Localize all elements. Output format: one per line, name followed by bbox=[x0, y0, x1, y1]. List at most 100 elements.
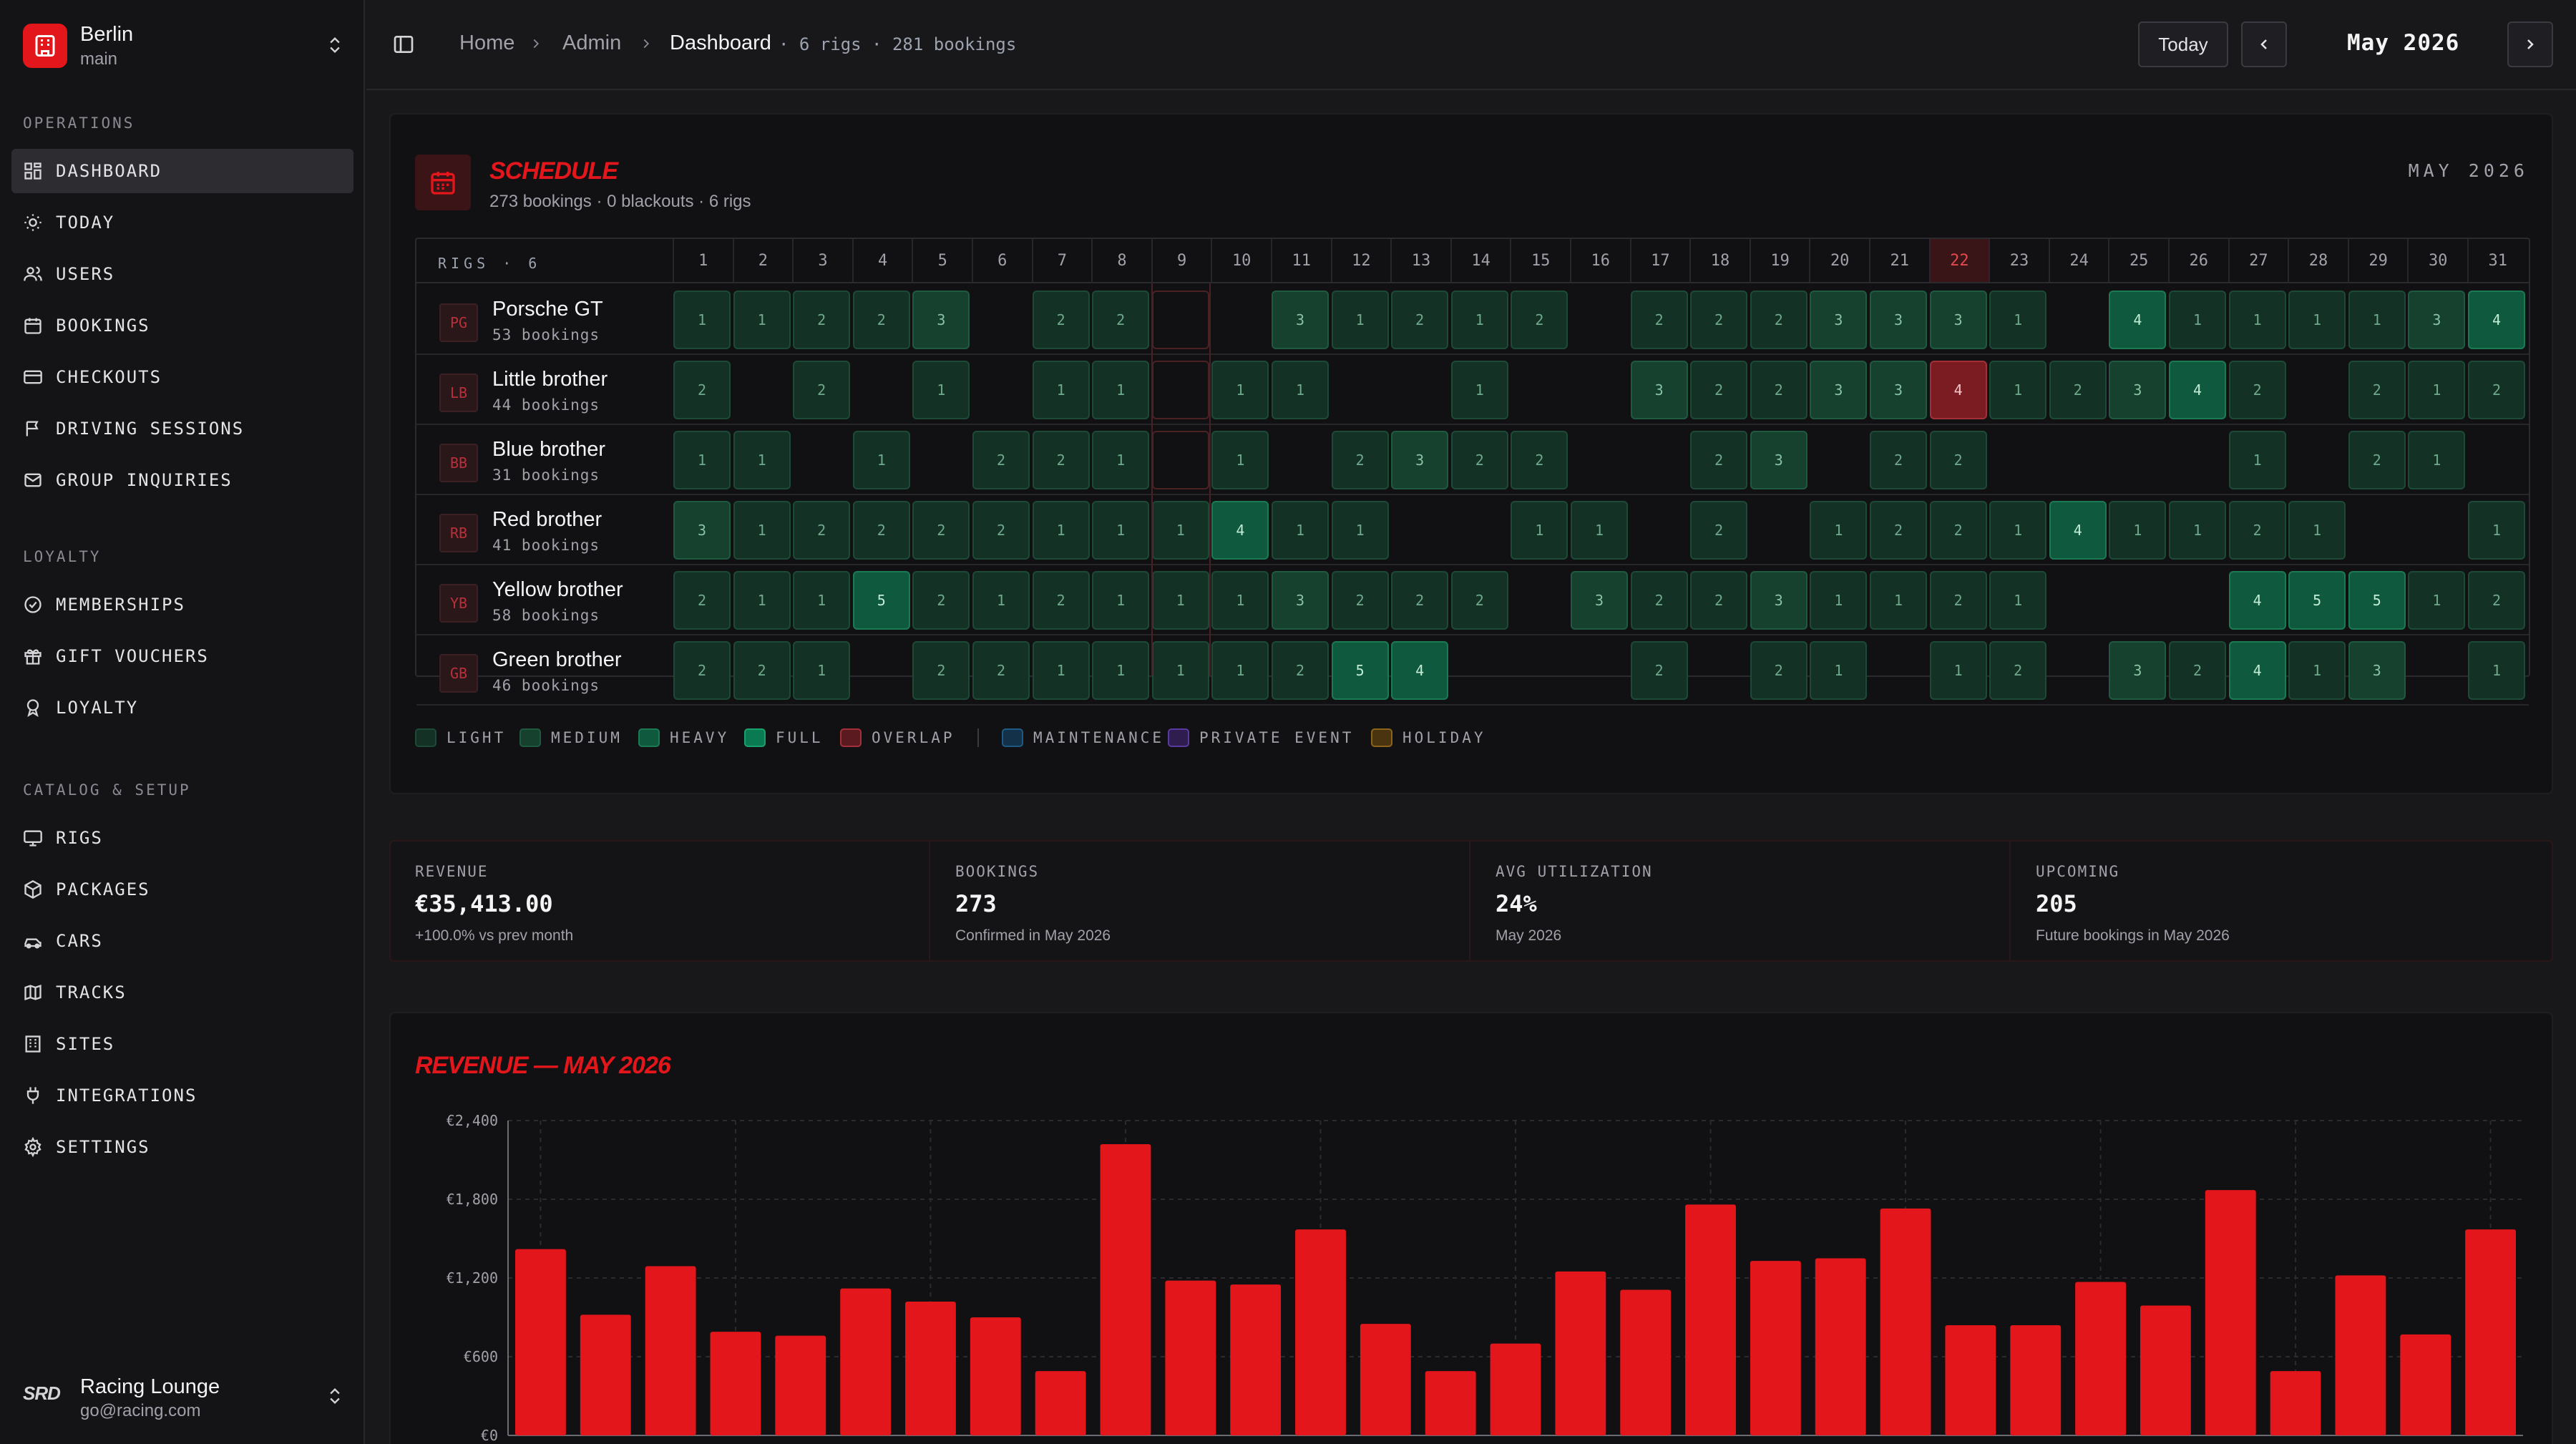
revenue-bar[interactable] bbox=[1425, 1371, 1476, 1435]
day-header[interactable]: 5 bbox=[912, 239, 972, 282]
schedule-cell[interactable]: 1 bbox=[1450, 291, 1508, 349]
revenue-bar[interactable] bbox=[580, 1314, 631, 1435]
day-header[interactable]: 7 bbox=[1031, 239, 1092, 282]
revenue-bar[interactable] bbox=[1750, 1261, 1801, 1435]
schedule-cell[interactable]: 1 bbox=[1092, 501, 1150, 560]
day-header[interactable]: 11 bbox=[1271, 239, 1331, 282]
schedule-cell[interactable]: 2 bbox=[793, 291, 851, 349]
schedule-cell[interactable]: 1 bbox=[1092, 571, 1150, 630]
schedule-cell[interactable]: 3 bbox=[1870, 361, 1927, 419]
schedule-cell-empty[interactable] bbox=[1151, 431, 1209, 489]
sidebar-item-sites[interactable]: SITES bbox=[11, 1022, 353, 1066]
schedule-cell[interactable]: 2 bbox=[1331, 571, 1389, 630]
day-header[interactable]: 28 bbox=[2288, 239, 2348, 282]
schedule-cell[interactable]: 1 bbox=[1092, 361, 1150, 419]
schedule-cell[interactable]: 2 bbox=[972, 501, 1030, 560]
next-month-button[interactable] bbox=[2507, 21, 2553, 67]
schedule-cell[interactable]: 2 bbox=[1750, 361, 1807, 419]
schedule-cell[interactable]: 1 bbox=[793, 641, 851, 700]
day-header[interactable]: 16 bbox=[1570, 239, 1630, 282]
schedule-cell[interactable]: 2 bbox=[1450, 571, 1508, 630]
revenue-bar[interactable] bbox=[970, 1317, 1021, 1435]
revenue-bar[interactable] bbox=[1945, 1325, 1996, 1435]
schedule-cell[interactable]: 2 bbox=[1690, 431, 1748, 489]
rig-name[interactable]: Porsche GT bbox=[492, 298, 603, 321]
schedule-cell[interactable]: 2 bbox=[1929, 431, 1987, 489]
day-header[interactable]: 18 bbox=[1689, 239, 1750, 282]
schedule-cell[interactable]: 1 bbox=[733, 571, 791, 630]
schedule-cell[interactable]: 3 bbox=[2109, 361, 2167, 419]
schedule-cell[interactable]: 1 bbox=[1331, 291, 1389, 349]
schedule-cell-empty[interactable] bbox=[1151, 361, 1209, 419]
schedule-cell[interactable]: 2 bbox=[2228, 361, 2286, 419]
schedule-cell[interactable]: 1 bbox=[1151, 571, 1209, 630]
schedule-cell[interactable]: 1 bbox=[1989, 291, 2047, 349]
schedule-cell[interactable]: 3 bbox=[1810, 291, 1868, 349]
day-header[interactable]: 25 bbox=[2108, 239, 2168, 282]
revenue-bar[interactable] bbox=[2075, 1282, 2126, 1436]
schedule-cell[interactable]: 1 bbox=[673, 291, 731, 349]
schedule-cell[interactable]: 2 bbox=[2228, 501, 2286, 560]
schedule-cell[interactable]: 3 bbox=[1630, 361, 1688, 419]
schedule-cell[interactable]: 4 bbox=[2109, 291, 2167, 349]
revenue-bar[interactable] bbox=[645, 1266, 696, 1436]
schedule-cell[interactable]: 1 bbox=[1032, 641, 1090, 700]
schedule-cell[interactable]: 1 bbox=[1032, 361, 1090, 419]
revenue-bar[interactable] bbox=[1360, 1324, 1411, 1435]
user-switcher[interactable]: SRD Racing Lounge go@racing.com bbox=[23, 1367, 345, 1424]
schedule-cell[interactable]: 2 bbox=[1690, 291, 1748, 349]
day-header[interactable]: 29 bbox=[2347, 239, 2408, 282]
schedule-cell[interactable]: 1 bbox=[1929, 641, 1987, 700]
schedule-cell[interactable]: 2 bbox=[1750, 291, 1807, 349]
revenue-bar[interactable] bbox=[1490, 1343, 1541, 1435]
schedule-cell[interactable]: 4 bbox=[2049, 501, 2107, 560]
schedule-cell[interactable]: 1 bbox=[1032, 501, 1090, 560]
schedule-cell[interactable]: 2 bbox=[1690, 361, 1748, 419]
schedule-cell[interactable]: 1 bbox=[2288, 501, 2346, 560]
schedule-cell[interactable]: 2 bbox=[852, 291, 910, 349]
revenue-bar[interactable] bbox=[2335, 1275, 2386, 1435]
revenue-bar[interactable] bbox=[2270, 1371, 2321, 1435]
schedule-cell[interactable]: 1 bbox=[1989, 501, 2047, 560]
rig-name[interactable]: Little brother bbox=[492, 368, 608, 391]
schedule-cell[interactable]: 3 bbox=[1870, 291, 1927, 349]
revenue-bar[interactable] bbox=[710, 1332, 761, 1435]
schedule-cell[interactable]: 5 bbox=[2348, 571, 2406, 630]
day-header[interactable]: 17 bbox=[1629, 239, 1690, 282]
schedule-cell[interactable]: 1 bbox=[2468, 641, 2525, 700]
schedule-cell[interactable]: 2 bbox=[912, 501, 970, 560]
day-header[interactable]: 31 bbox=[2467, 239, 2527, 282]
schedule-cell[interactable]: 2 bbox=[1391, 291, 1449, 349]
breadcrumb-home[interactable]: Home bbox=[459, 31, 515, 54]
day-header[interactable]: 1 bbox=[673, 239, 733, 282]
revenue-bar[interactable] bbox=[1230, 1284, 1282, 1435]
day-header[interactable]: 12 bbox=[1330, 239, 1391, 282]
breadcrumb-admin[interactable]: Admin bbox=[562, 31, 622, 54]
schedule-cell[interactable]: 1 bbox=[2288, 291, 2346, 349]
schedule-cell[interactable]: 3 bbox=[1571, 571, 1628, 630]
schedule-cell[interactable]: 2 bbox=[912, 571, 970, 630]
schedule-cell[interactable]: 1 bbox=[2288, 641, 2346, 700]
schedule-cell[interactable]: 1 bbox=[2408, 431, 2466, 489]
prev-month-button[interactable] bbox=[2241, 21, 2287, 67]
schedule-cell[interactable]: 1 bbox=[1989, 361, 2047, 419]
schedule-cell[interactable]: 1 bbox=[793, 571, 851, 630]
schedule-cell[interactable]: 1 bbox=[1810, 501, 1868, 560]
day-header[interactable]: 30 bbox=[2407, 239, 2467, 282]
day-header[interactable]: 27 bbox=[2228, 239, 2288, 282]
schedule-cell[interactable]: 2 bbox=[1929, 571, 1987, 630]
schedule-cell[interactable]: 1 bbox=[1511, 501, 1568, 560]
schedule-cell[interactable]: 3 bbox=[1810, 361, 1868, 419]
day-header[interactable]: 10 bbox=[1211, 239, 1271, 282]
schedule-cell[interactable]: 3 bbox=[912, 291, 970, 349]
revenue-bar[interactable] bbox=[1685, 1204, 1736, 1435]
sidebar-item-integrations[interactable]: INTEGRATIONS bbox=[11, 1073, 353, 1118]
revenue-bar[interactable] bbox=[2010, 1325, 2062, 1435]
schedule-cell[interactable]: 1 bbox=[673, 431, 731, 489]
sidebar-item-tracks[interactable]: TRACKS bbox=[11, 970, 353, 1015]
schedule-cell[interactable]: 2 bbox=[1511, 291, 1568, 349]
schedule-cell[interactable]: 1 bbox=[1870, 571, 1927, 630]
workspace-switcher[interactable]: Berlin main bbox=[23, 21, 345, 70]
day-header[interactable]: 21 bbox=[1869, 239, 1929, 282]
schedule-cell[interactable]: 2 bbox=[1929, 501, 1987, 560]
